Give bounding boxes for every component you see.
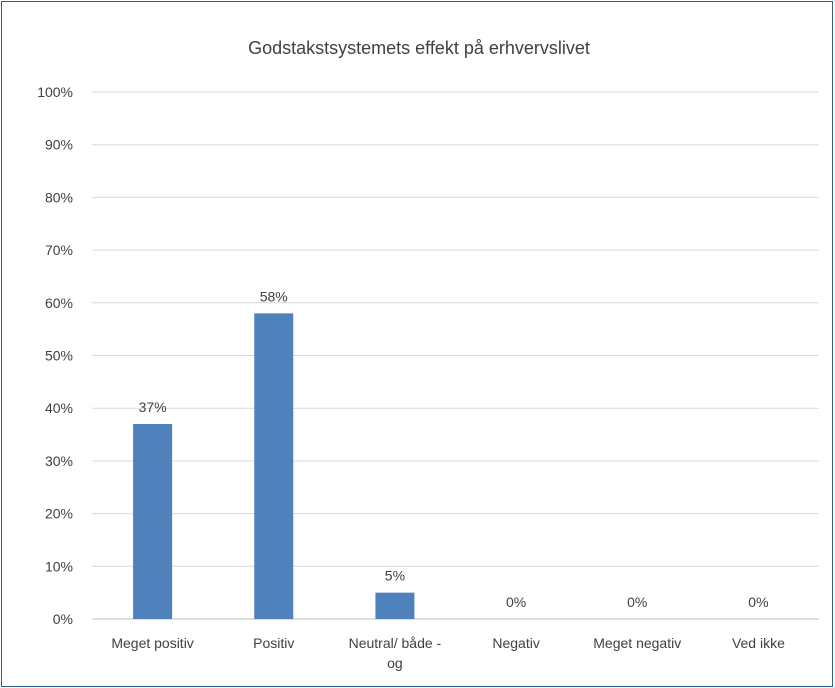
- x-tick-label: Neutral/ både -og: [349, 635, 442, 671]
- bar: [375, 592, 415, 619]
- chart-title: Godstakstsystemets effekt på erhvervsliv…: [248, 38, 590, 58]
- x-tick-label: Meget negativ: [593, 635, 681, 651]
- y-axis-ticks: 0% 10% 20% 30% 40% 50% 60% 70% 80% 90% 100%: [37, 84, 73, 627]
- bars: [133, 313, 415, 619]
- x-tick-label: Negativ: [492, 635, 539, 651]
- y-tick-label: 30%: [45, 453, 73, 469]
- data-label: 5%: [385, 568, 405, 584]
- y-tick-label: 40%: [45, 400, 73, 416]
- y-tick-label: 70%: [45, 242, 73, 258]
- x-tick-label: Ved ikke: [732, 635, 785, 651]
- data-label: 0%: [748, 594, 768, 610]
- gridlines: [92, 91, 819, 620]
- y-tick-label: 10%: [45, 558, 73, 574]
- y-tick-label: 0%: [53, 611, 73, 627]
- x-tick-label: Meget positiv: [111, 635, 193, 651]
- y-tick-label: 60%: [45, 295, 73, 311]
- y-tick-label: 100%: [37, 84, 73, 100]
- y-tick-label: 90%: [45, 137, 73, 153]
- data-label: 0%: [506, 594, 526, 610]
- y-tick-label: 20%: [45, 506, 73, 522]
- data-label: 58%: [260, 288, 288, 304]
- x-tick-label: Positiv: [253, 635, 294, 651]
- data-label: 37%: [139, 399, 167, 415]
- x-axis-ticks: Meget positiv Positiv Neutral/ både -og Neg…: [111, 635, 785, 671]
- bar: [133, 424, 173, 619]
- data-label: 0%: [627, 594, 647, 610]
- y-tick-label: 80%: [45, 189, 73, 205]
- bar: [254, 313, 294, 619]
- y-tick-label: 50%: [45, 348, 73, 364]
- data-labels: 37% 58% 5% 0% 0% 0%: [139, 288, 769, 610]
